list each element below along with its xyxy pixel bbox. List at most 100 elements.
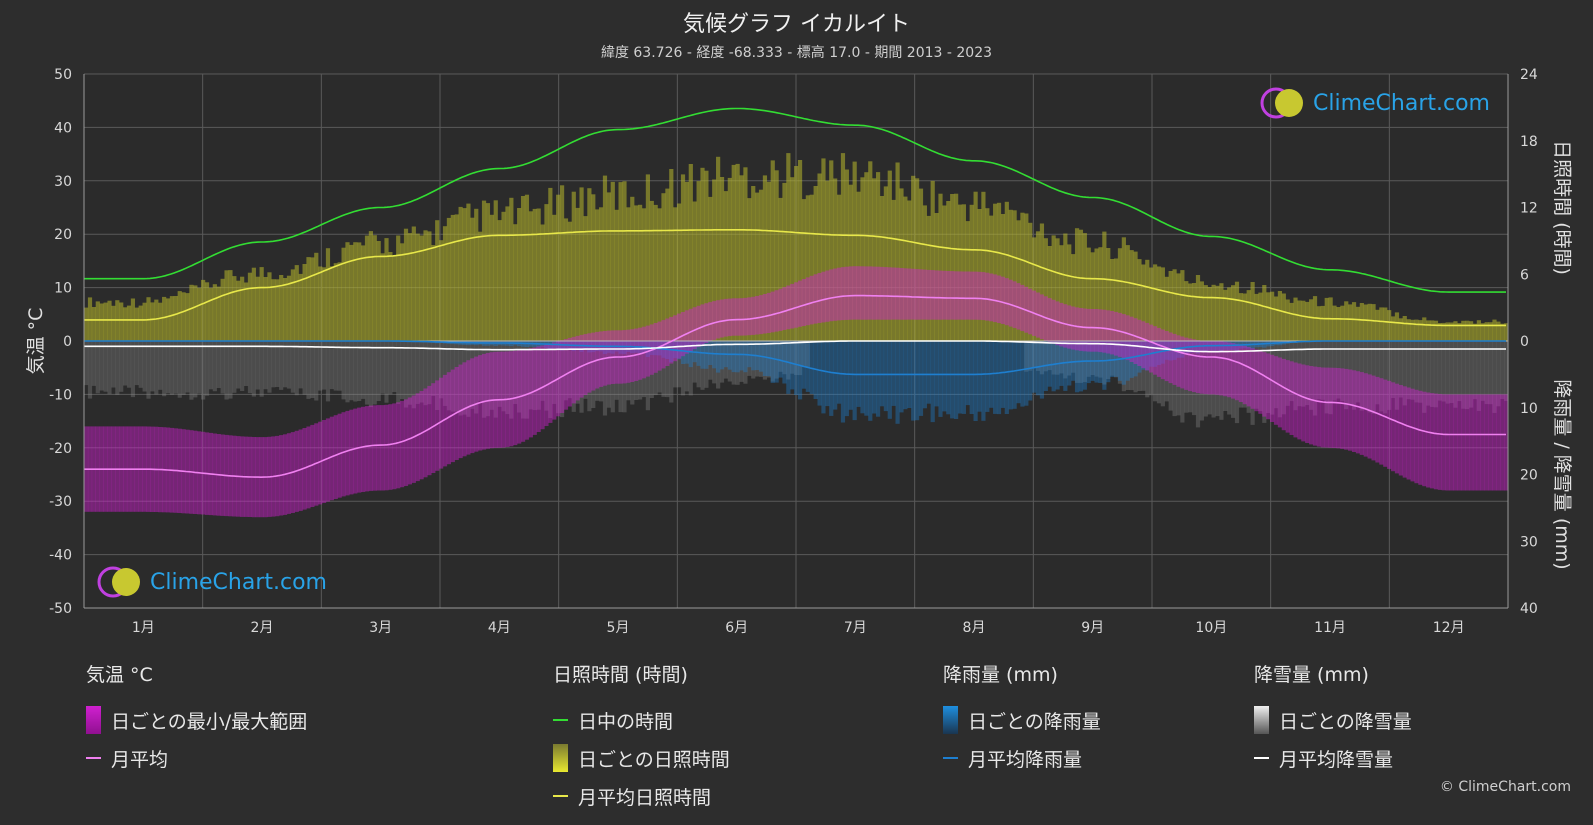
sunshine-bar [228,270,233,341]
rain-bar [1071,341,1076,381]
sunshine-bar [1094,248,1099,341]
sunshine-bar [778,197,783,341]
rain-bar [996,341,1002,415]
sunshine-bar [579,187,584,341]
temp-range-bar [450,369,455,463]
sunshine-bar [1297,300,1302,341]
snow-bar [282,341,288,388]
temp-range-bar [977,271,982,320]
legend-item-sunshine-avg: 月平均日照時間 [553,777,730,815]
logo-top[interactable]: ClimeChart.com [1259,86,1490,120]
temp-range-bar [1277,357,1283,428]
temp-range-bar [1422,391,1427,487]
snow-bar [216,341,221,388]
snow-bar [95,341,100,394]
sunshine-bar [645,174,650,341]
snow-bar [1199,341,1204,421]
temp-range-bar [1246,347,1251,407]
temp-range-bar [1351,370,1357,452]
snow-bar [247,341,253,394]
temp-range-bar [1472,394,1478,491]
snow-bar [310,341,315,398]
sunshine-bar [1071,254,1076,341]
snow-bar [103,341,108,392]
snow-avg-line [84,340,1506,353]
temp-range-bar [329,416,334,501]
sunshine-bar [302,264,307,341]
snow-bar [1375,341,1380,405]
sunshine-bar [836,194,842,341]
temp-range-bar [1301,364,1306,442]
legend-sunshine: 日照時間 (時間) 日中の時間 日ごとの日照時間 月平均日照時間 [553,660,730,815]
rain-bar [778,341,783,378]
temp-range-bar [813,274,818,324]
sunshine-bar [513,224,518,341]
sunshine-bar [942,205,947,341]
sunshine-bar [665,188,670,341]
temp-range-bar [751,296,756,335]
logo-bottom[interactable]: ClimeChart.com [96,565,327,599]
sunshine-bar [1476,320,1481,341]
sunshine-bar [1488,322,1493,341]
rain-bar [797,341,803,400]
sunshine-bar [583,216,588,341]
rain-bar [977,341,982,412]
rain-bar [766,341,771,377]
snow-bar [134,341,139,386]
sunshine-bar [361,245,366,341]
x-tick-label: 6月 [725,620,748,636]
snow-bar [723,341,729,379]
sunshine-bar [1332,305,1337,341]
temp-range-bar [1461,394,1466,491]
sunshine-bar [1047,246,1052,341]
sunshine-bar [224,270,229,341]
snow-bar [1195,341,1201,428]
snow-bar [1024,341,1029,372]
temp-range-bar [1074,307,1080,351]
snow-bar [552,341,557,404]
snow-bar [1363,341,1368,410]
sunshine-bar [1316,306,1322,341]
x-tick-label: 3月 [369,620,392,636]
temp-avg-line [84,294,1506,479]
rain-bar [731,341,736,373]
temp-range-bar [879,266,885,320]
temp-range-bar [1468,394,1474,491]
snow-bar [669,341,674,403]
sunshine-bar [1371,304,1376,341]
snow-bar [1273,341,1279,409]
sunshine-bar [493,200,498,341]
temp-range-bar [1164,331,1169,382]
temp-range-bar [439,377,444,469]
temp-range-bar [1379,378,1384,465]
snow-bar [1414,341,1419,403]
temp-range-bar [801,279,807,326]
temp-range-bar [1172,333,1177,385]
sunshine-bar [1117,248,1123,341]
snow-bar [1227,341,1232,415]
sunshine-bar [649,200,654,341]
snow-bar [290,341,295,393]
sunshine-bar [388,252,393,341]
temp-range-bar [1012,281,1017,328]
y-right-sunshine-tick-label: 12 [1520,201,1538,217]
snow-bar [470,341,475,409]
sunshine-bar [1008,209,1013,341]
temp-range-bar [1390,382,1396,472]
temp-range-bar [1203,340,1208,395]
snow-bar [228,341,233,399]
sunshine-bar [306,257,311,341]
snow-bar [1457,341,1462,402]
snow-bar [1098,341,1103,378]
rain-bar [786,341,791,394]
snow-bar [1110,341,1115,376]
snow-bar [1355,341,1361,403]
snow-bar [411,341,416,409]
snow-bar [361,341,366,399]
sunshine-bar [1110,259,1115,341]
rain-bar [1110,341,1115,377]
sunshine-bar [524,194,530,341]
snow-bar [232,341,237,393]
temp-range-bar [419,391,424,480]
